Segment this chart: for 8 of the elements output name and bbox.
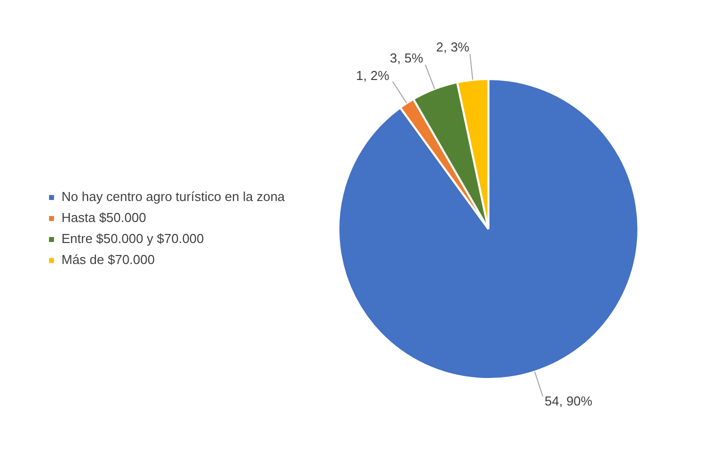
- data-label: 54, 90%: [544, 394, 593, 409]
- data-label: 1, 2%: [356, 68, 390, 83]
- legend-label: No hay centro agro turístico en la zona: [62, 189, 286, 204]
- legend-label: Entre $50.000 y $70.000: [62, 231, 204, 246]
- data-label: 3, 5%: [390, 50, 424, 66]
- data-label: 2, 3%: [436, 40, 470, 55]
- legend-label: Hasta $50.000: [62, 210, 146, 226]
- legend-label: Más de $70.000: [62, 252, 155, 268]
